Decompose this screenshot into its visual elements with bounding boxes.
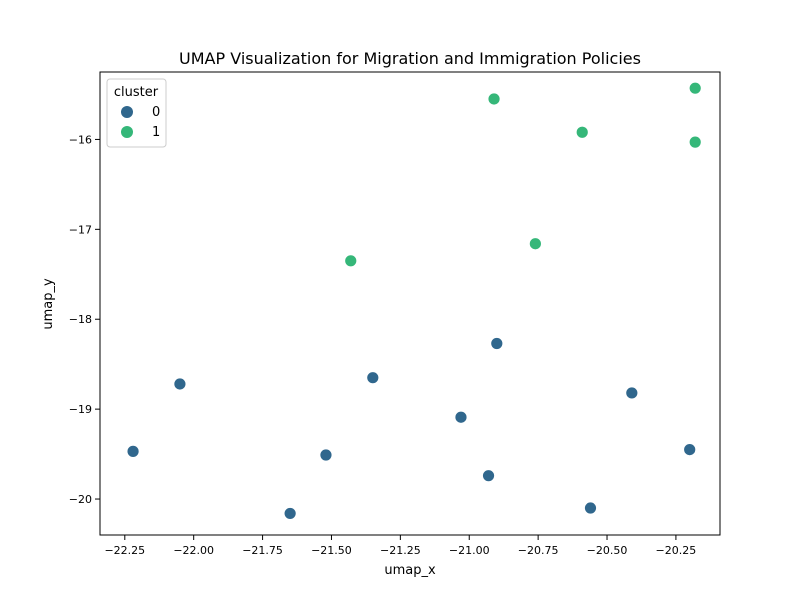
legend-label-cluster-1: 1	[152, 125, 160, 140]
point-cluster-0	[173, 377, 187, 391]
x-tick-label: −22.00	[173, 544, 214, 557]
point-cluster-0	[584, 501, 597, 515]
legend: cluster 0 1	[106, 78, 167, 148]
point-cluster-0	[319, 448, 333, 462]
legend-marker-cluster-0	[121, 106, 133, 118]
chart-title: UMAP Visualization for Migration and Imm…	[179, 49, 641, 68]
legend-label-cluster-0: 0	[152, 105, 160, 120]
point-cluster-1	[688, 135, 702, 149]
y-axis: −20 −19 −18 −17 −16	[69, 133, 100, 506]
plot-frame	[99, 71, 721, 536]
point-cluster-1	[344, 254, 358, 268]
x-tick-label: −20.25	[656, 544, 697, 557]
y-tick-label: −18	[69, 313, 92, 326]
y-tick-label: −20	[69, 493, 92, 506]
x-tick-label: −22.25	[104, 544, 145, 557]
x-tick-label: −21.75	[242, 544, 283, 557]
points-layer	[126, 81, 702, 520]
x-tick-label: −20.50	[587, 544, 628, 557]
legend-marker-cluster-1	[121, 126, 133, 138]
point-cluster-1	[575, 125, 589, 139]
point-cluster-1	[688, 81, 702, 95]
point-cluster-0	[366, 371, 380, 385]
x-axis-label: umap_x	[384, 563, 436, 578]
x-tick-label: −21.50	[311, 544, 352, 557]
point-cluster-0	[283, 507, 297, 520]
x-tick-label: −20.75	[518, 544, 559, 557]
point-cluster-0	[683, 443, 697, 456]
x-tick-label: −21.00	[449, 544, 490, 557]
point-cluster-0	[482, 469, 495, 483]
y-tick-label: −16	[69, 133, 92, 146]
point-cluster-0	[625, 386, 639, 400]
point-cluster-0	[490, 337, 504, 350]
point-cluster-0	[126, 444, 140, 458]
y-tick-label: −19	[69, 403, 92, 416]
x-axis: −22.25 −22.00 −21.75 −21.50 −21.25 −21.00 −20.…	[104, 535, 696, 557]
y-tick-label: −17	[69, 223, 92, 236]
point-cluster-0	[454, 410, 468, 424]
legend-title: cluster	[114, 85, 159, 100]
x-tick-label: −21.25	[380, 544, 421, 557]
point-cluster-1	[487, 92, 501, 106]
y-axis-label: umap_y	[41, 278, 56, 330]
point-cluster-1	[528, 237, 542, 251]
